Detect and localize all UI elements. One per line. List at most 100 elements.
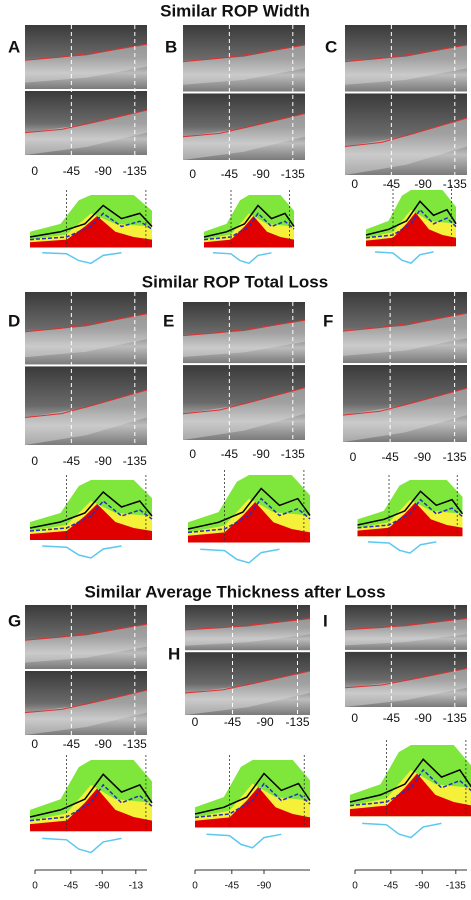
tick-label: -90 [94, 164, 112, 178]
panel-letter: I [323, 611, 328, 630]
section-title: Similar Average Thickness after Loss [84, 582, 385, 601]
bottom-tick-label: 0 [32, 881, 38, 892]
cyan-line [200, 548, 280, 564]
tick-label: -135 [281, 167, 305, 181]
blue-line [187, 497, 311, 534]
bottom-tick-label: -45 [64, 881, 79, 892]
retina-band [183, 113, 305, 160]
retina-band [345, 118, 467, 175]
retina-band [25, 624, 147, 663]
boundary-line [182, 319, 306, 337]
retina-band [345, 668, 467, 707]
panel-letter: F [323, 311, 333, 330]
retina-band [25, 44, 147, 83]
retina-band [185, 671, 310, 715]
bottom-tick-label: -45 [225, 881, 240, 892]
cyan-line [42, 252, 122, 265]
tick-label: -135 [123, 737, 147, 751]
boundary-line [24, 623, 148, 641]
tick-label: -45 [221, 447, 239, 461]
tick-label: 0 [31, 737, 38, 751]
red-area [195, 787, 310, 828]
panel-letter: B [165, 37, 177, 56]
retina-band [343, 388, 467, 442]
tick-label: -90 [94, 737, 112, 751]
black-line [194, 772, 311, 815]
retina-band [183, 320, 305, 357]
boundary-line [344, 667, 468, 689]
boundary-line [182, 113, 306, 138]
boundary-line [344, 117, 468, 147]
boundary-line [184, 670, 311, 694]
boundary-line [184, 618, 311, 631]
bottom-tick-label: -135 [446, 881, 466, 892]
tick-label: 0 [192, 715, 199, 729]
tick-label: 0 [351, 177, 358, 191]
cyan-line [367, 541, 437, 554]
cyan-line [374, 251, 434, 264]
cyan-line [42, 837, 122, 854]
retina-band [183, 387, 305, 440]
boundary-line [24, 109, 148, 134]
bottom-tick-label: -13 [129, 881, 144, 892]
black-line [29, 773, 153, 818]
bottom-tick-label: -90 [95, 881, 110, 892]
tick-label: 0 [350, 450, 357, 464]
boundary-line [24, 313, 148, 333]
red-area [357, 502, 463, 537]
bottom-tick-label: -45 [384, 881, 399, 892]
blue-line [203, 212, 295, 241]
black-line [349, 758, 471, 803]
retina-band [343, 313, 467, 356]
bottom-tick-label: -90 [257, 881, 272, 892]
boundary-line [24, 389, 148, 418]
tick-label: -90 [414, 450, 432, 464]
cyan-line [42, 545, 122, 559]
boundary-line [182, 44, 306, 63]
retina-band [25, 390, 147, 445]
black-line [203, 204, 295, 238]
tick-label: -90 [256, 715, 274, 729]
red-area [350, 773, 471, 817]
tick-label: 0 [189, 167, 196, 181]
red-area [188, 502, 310, 543]
bottom-tick-label: 0 [352, 881, 358, 892]
blue-line [194, 782, 311, 819]
tick-label: -90 [414, 177, 432, 191]
panel-letter: E [163, 311, 174, 330]
red-area [30, 216, 152, 248]
tick-label: -135 [123, 454, 147, 468]
tick-label: -45 [381, 450, 399, 464]
tick-label: -135 [443, 450, 467, 464]
cyan-line [212, 252, 272, 265]
tick-label: -90 [252, 447, 270, 461]
retina-band [345, 45, 467, 85]
retina-band [183, 45, 305, 85]
retina-band [25, 690, 147, 735]
boundary-line [24, 689, 148, 714]
tick-label: -90 [252, 167, 270, 181]
red-area [30, 504, 152, 540]
boundary-line [344, 618, 468, 631]
retina-band [25, 313, 147, 358]
black-line [29, 490, 153, 529]
tick-label: -135 [443, 177, 467, 191]
bottom-tick-label: -90 [415, 881, 430, 892]
black-line [365, 200, 457, 236]
red-area [30, 788, 152, 832]
tick-label: 0 [189, 447, 196, 461]
section-title: Similar ROP Width [160, 1, 310, 20]
black-line [29, 204, 153, 238]
tick-label: -135 [443, 711, 467, 725]
cyan-line [206, 833, 282, 849]
boundary-line [344, 44, 468, 63]
tick-label: -135 [285, 715, 309, 729]
boundary-line [342, 312, 468, 332]
section-title: Similar ROP Total Loss [142, 272, 328, 291]
boundary-line [24, 43, 148, 61]
tick-label: -45 [221, 167, 239, 181]
red-area [204, 216, 294, 248]
tick-label: 0 [31, 164, 38, 178]
panel-letter: C [325, 37, 337, 56]
